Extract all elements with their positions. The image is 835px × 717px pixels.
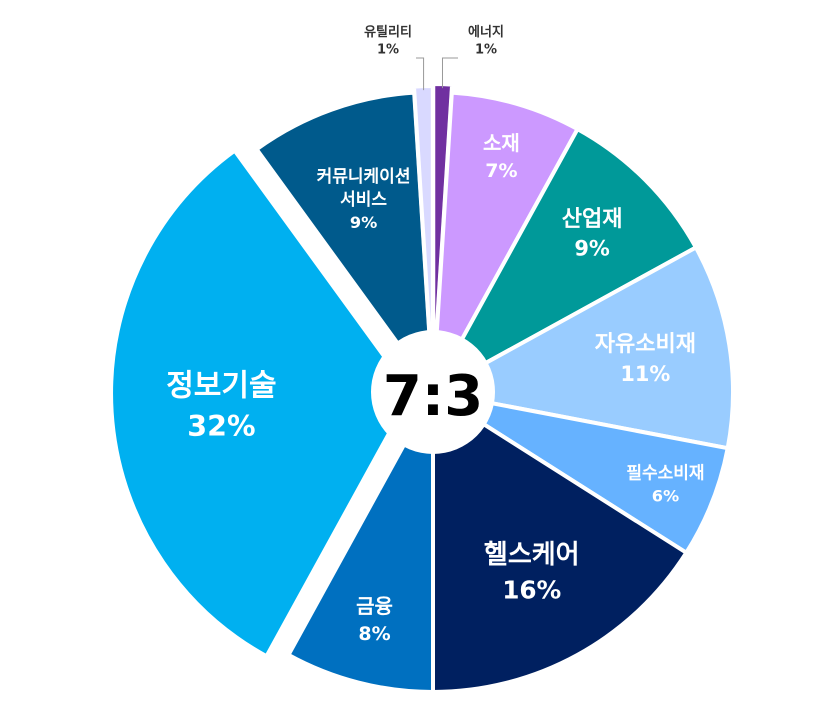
slice-label-7: 정보기술: [166, 369, 276, 404]
pie-slice-1: [431, 90, 581, 393]
slice-label-4: 필수소비재: [626, 464, 704, 484]
pie-slice-3: [427, 244, 735, 451]
leader-line-9: [416, 57, 425, 91]
pie-slice-8: [253, 90, 436, 399]
pie-slice-5: [431, 388, 690, 695]
pie-slice-2: [427, 126, 699, 398]
slice-percent-6: 8%: [358, 623, 390, 645]
pie-labels: 에너지 1% 소재 7% 산업재 9% 자유소비재 11% 필수소비재 6% 헬스케어 16% 금융 8%…: [166, 24, 704, 645]
slice-percent-3: 11%: [620, 362, 670, 386]
slice-percent-1: 7%: [485, 160, 517, 182]
center-circle: [371, 330, 495, 454]
slice-label-5: 헬스케어: [484, 540, 580, 570]
slice-percent-8: 9%: [350, 213, 377, 232]
pie-slices: [109, 82, 735, 695]
slice-label-1: 소재: [483, 131, 520, 155]
slice-percent-5: 16%: [502, 575, 561, 604]
slice-label-8-line1: 서비스: [340, 190, 387, 210]
slice-percent-2: 9%: [574, 236, 610, 260]
slice-label-6: 금융: [356, 594, 393, 618]
slice-label-2: 산업재: [562, 207, 623, 232]
slice-label-3: 자유소비재: [595, 332, 696, 357]
pie-slice-7: [109, 147, 414, 659]
slice-percent-9: 1%: [377, 42, 399, 57]
slice-percent-7: 32%: [187, 410, 255, 443]
pie-slice-6: [285, 391, 435, 695]
slice-label-8-line0: 커뮤니케이션: [317, 167, 411, 187]
leader-line-0: [441, 57, 458, 89]
slice-percent-0: 1%: [475, 42, 497, 57]
slice-label-0: 에너지: [468, 24, 504, 40]
slice-label-9: 유틸리티: [364, 24, 412, 40]
center-ratio-label: 7:3: [383, 364, 483, 429]
slice-percent-4: 6%: [652, 486, 679, 505]
